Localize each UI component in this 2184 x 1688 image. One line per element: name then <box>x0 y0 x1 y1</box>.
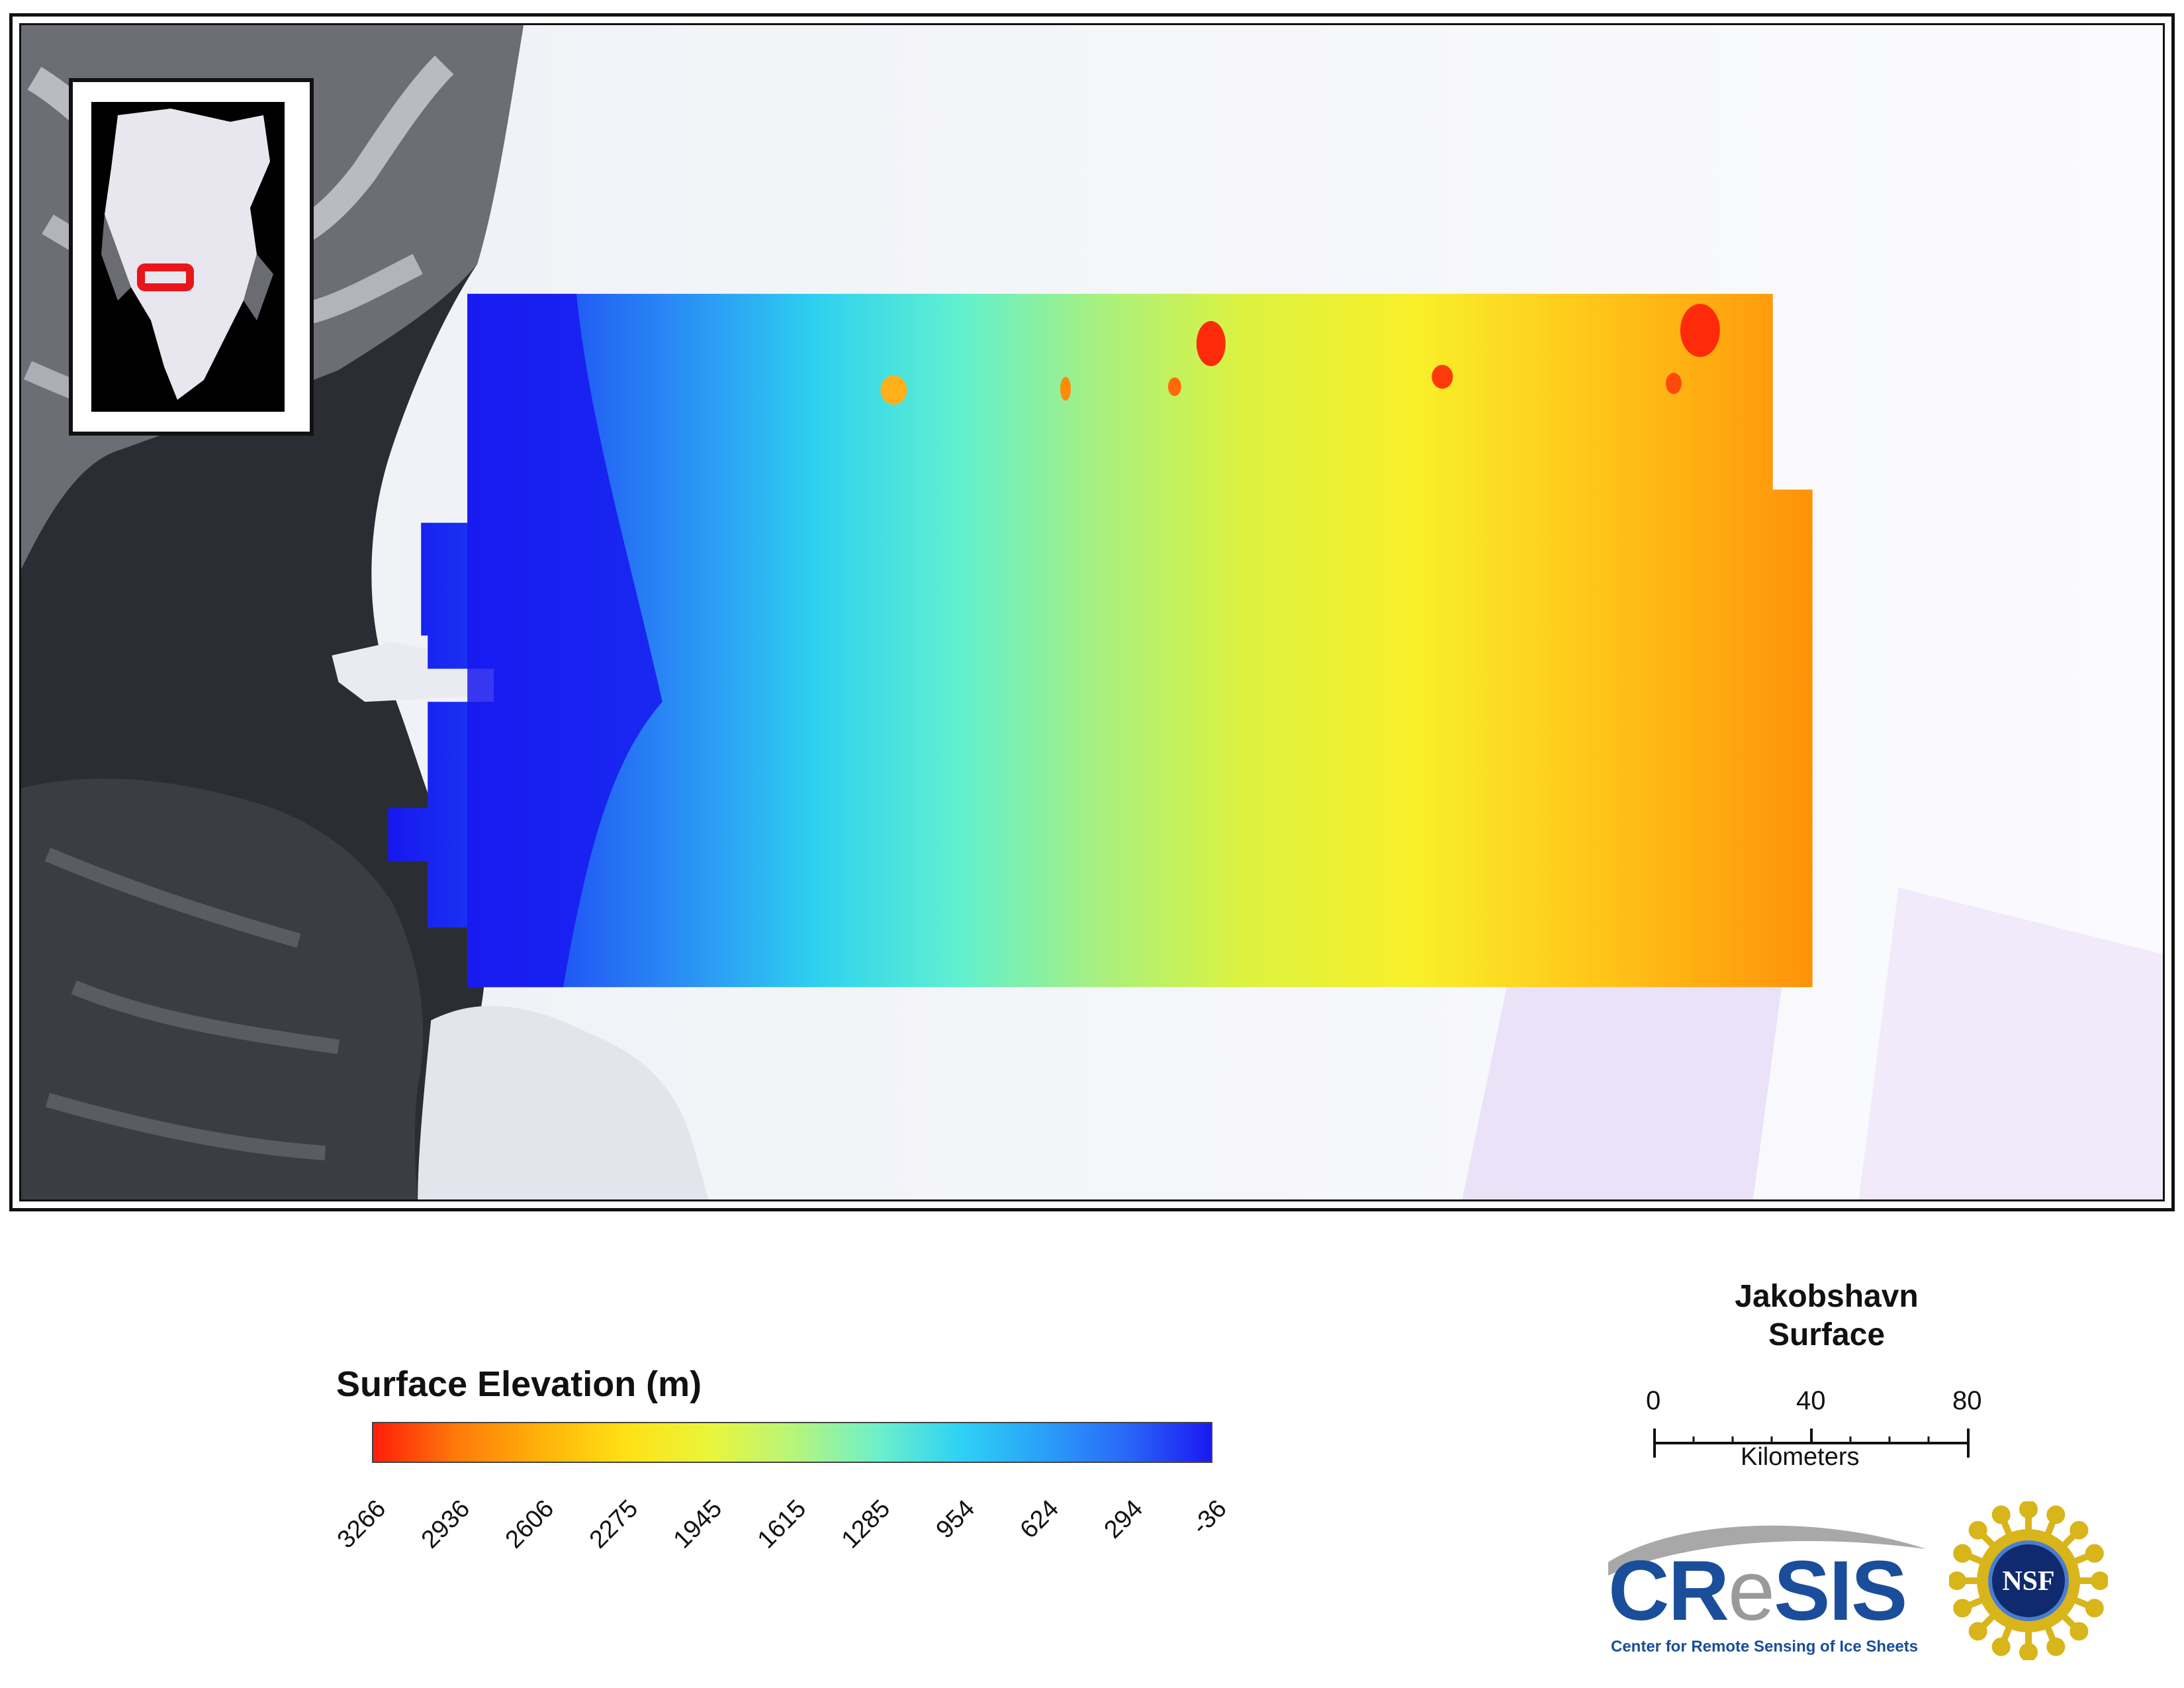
map-title: Jakobshavn Surface <box>1681 1278 1972 1354</box>
nsf-logo: NSF <box>1949 1501 2108 1660</box>
colorbar-tick-label: 2606 <box>500 1495 560 1554</box>
study-area-marker <box>137 263 194 291</box>
cresis-wordmark-sis: SIS <box>1774 1544 1907 1638</box>
scale-label-40: 40 <box>1796 1386 1826 1415</box>
elevation-colorbar <box>372 1422 1212 1463</box>
colorbar-tick-label: 2275 <box>584 1495 644 1554</box>
scale-label-0: 0 <box>1646 1386 1661 1415</box>
cresis-wordmark-cr: CR <box>1608 1544 1729 1638</box>
colorbar-tick-label: 2936 <box>416 1495 476 1554</box>
colorbar-tick-label: 1615 <box>752 1495 812 1554</box>
scale-units-label: Kilometers <box>1741 1443 1860 1471</box>
colorbar-tick-label: 3266 <box>332 1495 392 1554</box>
legend-title: Surface Elevation (m) <box>336 1364 702 1404</box>
colorbar-tick-label: 1945 <box>668 1495 728 1554</box>
elevation-raster <box>388 293 1813 988</box>
map-frame <box>9 13 2175 1211</box>
nsf-logo-text: NSF <box>2002 1566 2054 1597</box>
cresis-subtitle: Center for Remote Sensing of Ice Sheets <box>1611 1638 1919 1656</box>
colorbar-tick-label: 294 <box>1099 1495 1148 1544</box>
map-view[interactable] <box>19 23 2165 1201</box>
scale-label-80: 80 <box>1952 1386 1982 1415</box>
satellite-basemap <box>21 25 2163 1199</box>
map-title-line1: Jakobshavn <box>1735 1279 1919 1314</box>
greenland-locator-inset <box>69 78 314 436</box>
cresis-logo-wordmark: CReSIS <box>1608 1542 1907 1640</box>
cresis-wordmark-e: e <box>1727 1544 1775 1638</box>
colorbar-tick-label: 954 <box>931 1495 980 1544</box>
colorbar-tick-label: 624 <box>1015 1495 1064 1544</box>
colorbar-tick-label: 1285 <box>837 1495 896 1554</box>
map-title-line2: Surface <box>1768 1317 1886 1352</box>
scale-bar <box>1653 1429 1970 1458</box>
cresis-logo-arc <box>1608 1525 1926 1575</box>
colorbar-tick-label: -36 <box>1187 1495 1232 1540</box>
greenland-locator-map <box>91 102 285 412</box>
